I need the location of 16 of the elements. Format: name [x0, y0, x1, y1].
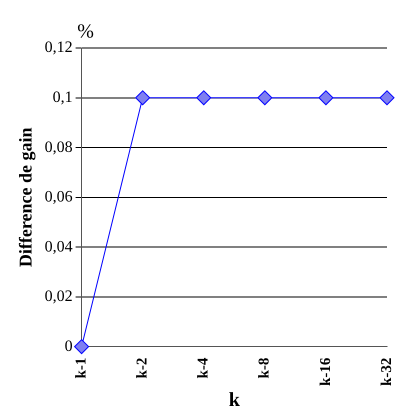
y-tick-label: 0,12 [44, 39, 73, 56]
x-tick-label: k-32 [378, 358, 395, 386]
text: % [77, 20, 94, 42]
y-tick-label: 0,06 [44, 188, 73, 206]
x-tick-label: k-4 [196, 357, 212, 379]
x-tick-label: k-1 [73, 358, 90, 379]
x-tick-label: k-16 [318, 357, 334, 386]
x-axis-title: k [228, 389, 241, 412]
y-tick-label: 0,02 [44, 288, 73, 306]
y-tick-label: 0 [64, 338, 73, 355]
y-tick-label: 0,04 [44, 238, 73, 256]
x-tick-label: k-8 [256, 358, 273, 379]
y-axis-title: Difference de gain [15, 128, 36, 268]
y-tick-label: 0,08 [44, 138, 73, 156]
y-tick-label: 0,1 [52, 88, 73, 106]
x-tick-label: k-2 [134, 358, 151, 379]
